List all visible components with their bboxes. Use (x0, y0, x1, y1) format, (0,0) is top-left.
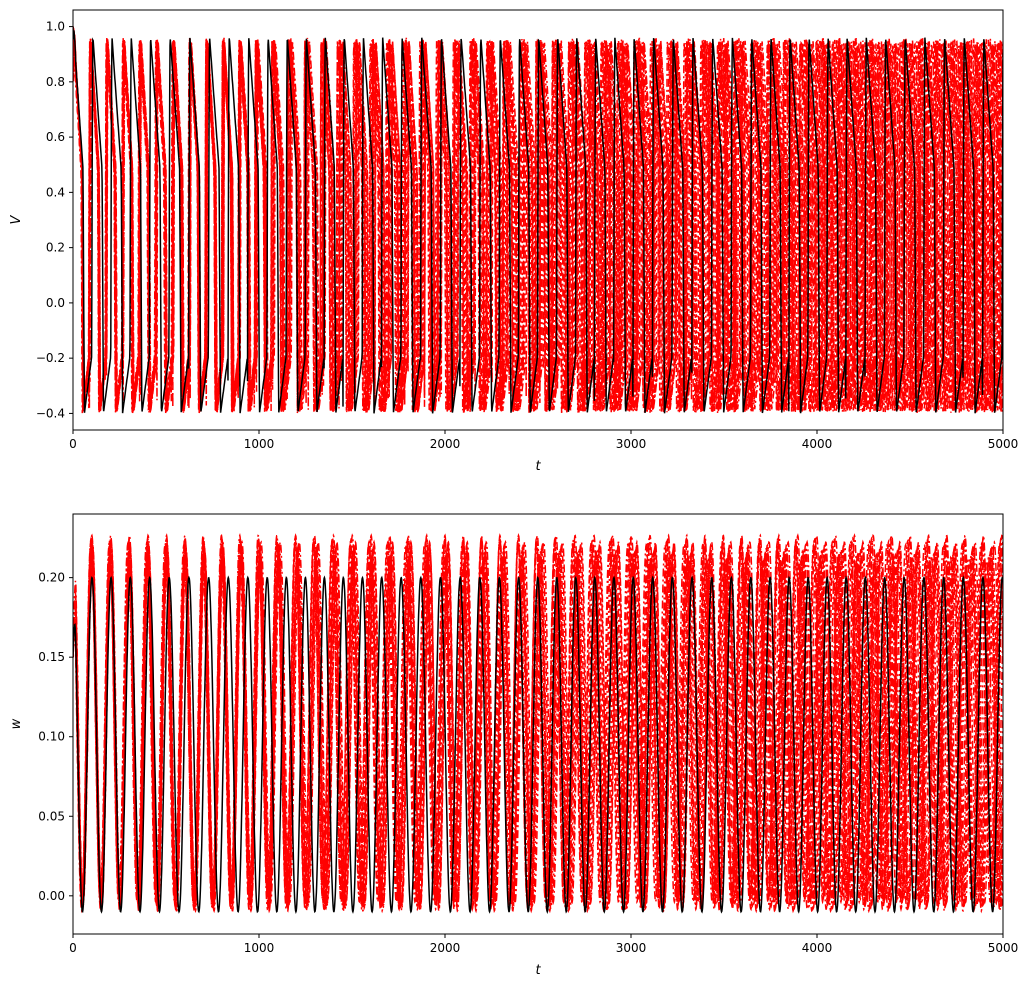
x-axis-label: t (535, 459, 541, 474)
y-axis-label: V (9, 214, 24, 224)
x-tick-label: 1000 (244, 437, 275, 451)
y-tick-label: 0.05 (38, 809, 65, 823)
x-tick-label: 2000 (430, 437, 461, 451)
x-tick-label: 3000 (616, 941, 647, 955)
x-tick-label: 2000 (430, 941, 461, 955)
y-axis-label: w (9, 718, 24, 729)
y-tick-label: 0.4 (46, 185, 65, 199)
y-tick-label: 0.8 (46, 75, 65, 89)
y-tick-label: 0.00 (38, 889, 65, 903)
y-tick-label: 0.2 (46, 241, 65, 255)
y-tick-label: 1.0 (46, 20, 65, 34)
y-tick-label: −0.2 (36, 351, 65, 365)
x-tick-label: 4000 (802, 437, 833, 451)
x-tick-label: 4000 (802, 941, 833, 955)
x-axis-label: t (535, 963, 541, 978)
x-tick-label: 0 (69, 941, 77, 955)
x-tick-label: 1000 (244, 941, 275, 955)
y-tick-label: 0.20 (38, 571, 65, 585)
bottom-panel-w: 0 1000 2000 3000 4000 5000 0.00 0.05 0.10 0.15 0.2… (9, 514, 1018, 978)
y-tick-label: 0.10 (38, 730, 65, 744)
y-tick-label: 0.15 (38, 650, 65, 664)
x-tick-label: 3000 (616, 437, 647, 451)
y-tick-label: 0.6 (46, 130, 65, 144)
x-tick-label: 5000 (988, 437, 1019, 451)
y-tick-label: 0.0 (46, 296, 65, 310)
top-panel-v: 0 1000 2000 3000 4000 5000 −0.4 −0.2 0.0 0.2 0.4 0.… (9, 10, 1018, 474)
y-tick-label: −0.4 (36, 406, 65, 420)
x-tick-label: 5000 (988, 941, 1019, 955)
x-tick-label: 0 (69, 437, 77, 451)
